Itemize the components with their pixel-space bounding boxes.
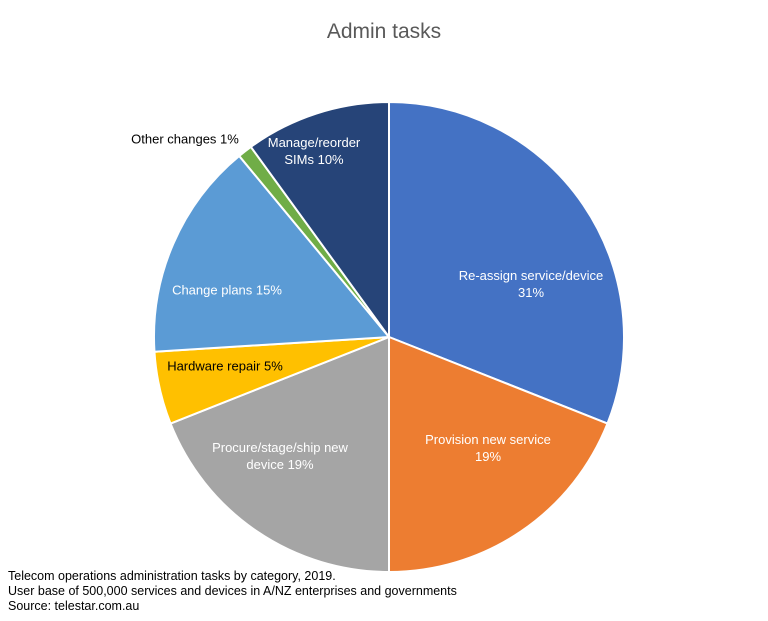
- caption-line-description: Telecom operations administration tasks …: [8, 569, 336, 583]
- chart-title: Admin tasks: [326, 20, 442, 43]
- pie-slice: [153, 154, 390, 353]
- pie-slices: [153, 101, 626, 573]
- pie-slice: [169, 336, 390, 573]
- chart-caption: Telecom operations administration tasks …: [8, 569, 457, 614]
- slice-label: Re-assign service/device 31%: [459, 268, 604, 300]
- slice-label-line: Re-assign service/device: [459, 268, 604, 283]
- slice-label: Procure/stage/ship new device 19%: [212, 440, 348, 472]
- slice-label: Other changes 1%: [131, 132, 239, 147]
- slice-label: Change plans 15%: [172, 283, 282, 298]
- slice-label-line: Other changes 1%: [131, 132, 239, 147]
- slice-label-line: SIMs 10%: [284, 152, 344, 167]
- pie-slice: [249, 101, 390, 338]
- caption-line-user-base: User base of 500,000 services and device…: [8, 584, 457, 598]
- caption-line-source: Source: telestar.com.au: [8, 599, 140, 613]
- slice-label-line: Change plans 15%: [172, 283, 282, 298]
- slice-label-line: Hardware repair 5%: [167, 359, 283, 374]
- pie-labels: Re-assign service/device 31% Provision new…: [131, 132, 603, 473]
- pie-slice: [388, 101, 626, 425]
- slice-label-line: Provision new service: [425, 432, 551, 447]
- slice-label: Manage/reorder SIMs 10%: [268, 135, 361, 167]
- slice-label: Provision new service 19%: [425, 432, 551, 464]
- slice-label-line: Procure/stage/ship new: [212, 440, 348, 455]
- slice-label: Hardware repair 5%: [167, 359, 283, 374]
- slice-label-line: Manage/reorder: [268, 135, 361, 150]
- slice-label-line: 19%: [475, 449, 501, 464]
- slice-label-line: device 19%: [246, 457, 314, 472]
- pie-slice: [388, 336, 609, 573]
- slice-label-line: 31%: [518, 285, 544, 300]
